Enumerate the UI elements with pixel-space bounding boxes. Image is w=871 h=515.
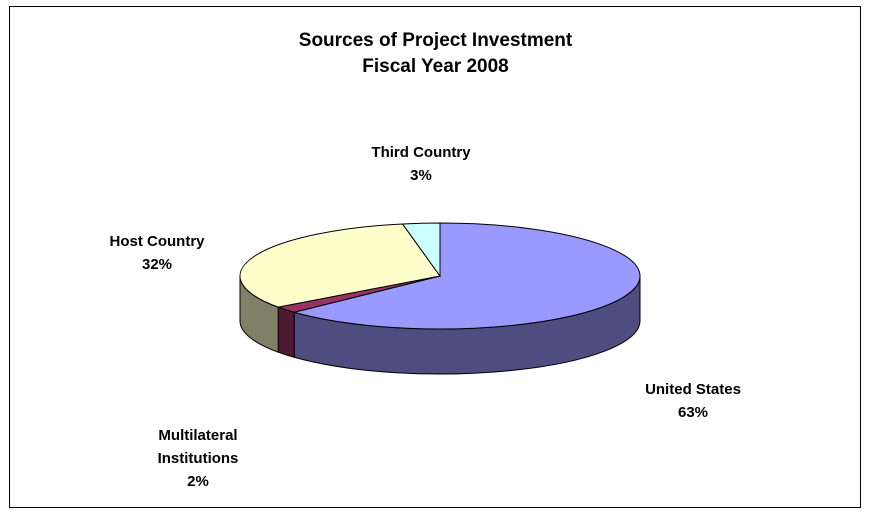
slice-value-label: 3% xyxy=(410,167,432,184)
slice xyxy=(239,223,441,308)
slice-value-label: 2% xyxy=(187,473,209,490)
chart-subtitle: Fiscal Year 2008 xyxy=(362,56,509,77)
slice-label: United States xyxy=(645,381,741,398)
slice-side xyxy=(277,306,295,358)
slice-value-label: 63% xyxy=(677,404,709,421)
slice xyxy=(292,222,641,330)
slice-value-label: 32% xyxy=(141,256,173,273)
chart-border xyxy=(9,6,861,508)
chart-title: Sources of Project Investment xyxy=(298,30,573,51)
slice xyxy=(401,222,441,278)
slice-label: Host Country xyxy=(109,233,205,250)
slice-label: Multilateral Institutions xyxy=(157,427,239,467)
slice-label: Third Country xyxy=(371,144,471,161)
